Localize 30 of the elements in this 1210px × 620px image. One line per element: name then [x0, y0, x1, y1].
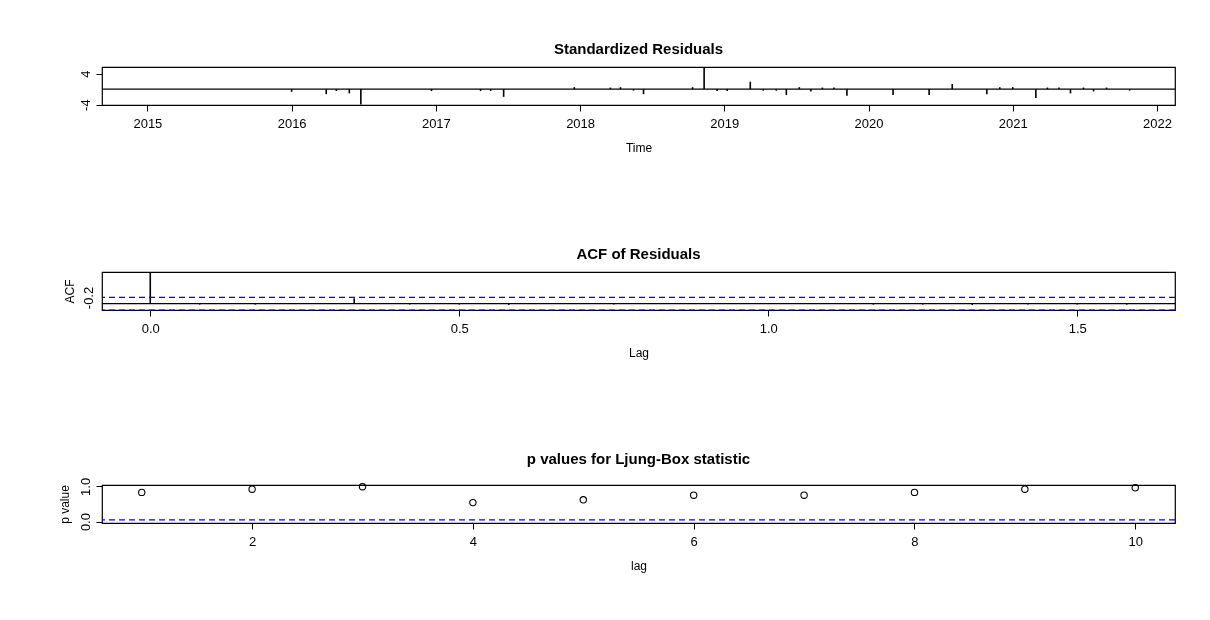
x-tick-label: 2020	[854, 115, 884, 131]
x-axis-title: Time	[625, 140, 653, 155]
x-axis-title: lag	[630, 558, 648, 573]
x-tick-label: 1.0	[759, 320, 778, 336]
y-axis-title: ACF	[62, 279, 77, 304]
x-tick-label: 2016	[277, 115, 307, 131]
text: -0.2	[81, 286, 96, 310]
y-tick-label: 1.0	[77, 477, 93, 496]
y-tick-label: 4	[77, 70, 93, 78]
y-tick-label: -4	[77, 99, 93, 111]
x-tick-label: 2017	[421, 115, 451, 131]
chart-title: Standardized Residuals	[553, 40, 724, 57]
x-tick-label: 2	[249, 533, 257, 549]
y-axis-title: p value	[57, 484, 72, 524]
x-tick-label: 1.5	[1068, 320, 1087, 336]
x-tick-label: 4	[469, 533, 478, 549]
x-tick-label: 10	[1128, 533, 1143, 549]
x-tick-label: 0.0	[141, 320, 160, 336]
chart-title: ACF of Residuals	[576, 245, 701, 262]
chart-title: p values for Ljung-Box statistic	[526, 450, 751, 468]
x-tick-label: 2021	[998, 115, 1028, 131]
x-tick-label: 0.5	[450, 320, 469, 336]
x-tick-label: 2019	[710, 115, 740, 131]
x-tick-label: 2018	[566, 115, 596, 131]
x-axis-title: Lag	[628, 345, 650, 360]
x-tick-label: 6	[690, 533, 698, 549]
x-tick-label: 2015	[133, 115, 163, 131]
x-tick-label: 8	[911, 533, 919, 549]
y-tick-label: 0.0	[77, 513, 93, 532]
x-tick-label: 2022	[1143, 115, 1172, 131]
